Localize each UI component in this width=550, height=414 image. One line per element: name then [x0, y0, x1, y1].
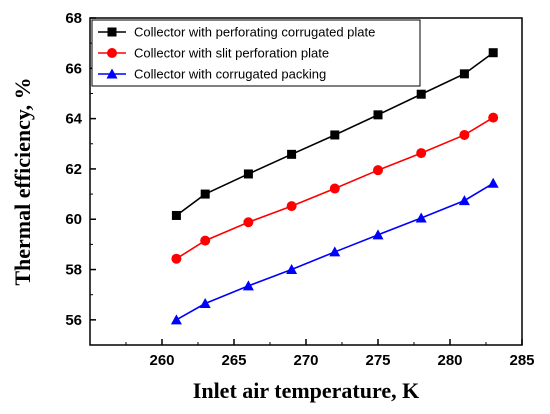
x-tick-label: 285	[509, 352, 534, 369]
data-point	[373, 110, 383, 120]
data-point	[329, 183, 340, 194]
plot-area: 260 265 270 275 280 285 56 58 60 62 64 66 68	[65, 10, 534, 369]
series-layer	[170, 48, 499, 325]
x-axis-title: Inlet air temperature, K	[193, 378, 419, 403]
data-point	[171, 210, 181, 220]
legend: Collector with perforating corrugated pl…	[91, 19, 421, 87]
data-point	[487, 177, 499, 188]
data-point	[459, 69, 469, 79]
legend-item: Collector with slit perforation plate	[98, 46, 329, 61]
data-point	[287, 149, 297, 159]
y-tick-label: 60	[65, 211, 82, 228]
data-point	[329, 246, 341, 257]
y-tick-label: 64	[65, 111, 82, 128]
data-point	[170, 314, 182, 325]
x-tick-label: 260	[149, 352, 174, 369]
data-point	[242, 280, 254, 291]
legend-marker	[106, 68, 118, 79]
data-point	[373, 165, 383, 176]
y-axis-title: Thermal efficiency, %	[10, 77, 35, 285]
legend-marker	[107, 48, 117, 58]
data-point	[416, 148, 427, 159]
x-tick-label: 270	[293, 352, 318, 369]
y-tick-label: 62	[65, 161, 82, 178]
data-point	[416, 89, 426, 99]
x-tick-label: 265	[221, 352, 246, 369]
data-point	[200, 235, 211, 246]
data-point	[458, 195, 470, 206]
y-tick-label: 58	[65, 262, 82, 279]
legend-label: Collector with perforating corrugated pl…	[134, 25, 375, 40]
x-tick-label: 275	[365, 352, 390, 369]
data-point	[372, 229, 384, 240]
data-point	[286, 264, 298, 275]
legend-box	[91, 19, 421, 87]
data-point	[171, 253, 182, 264]
data-point	[286, 201, 297, 212]
x-axis-ticks: 260 265 270 275 280 285	[125, 339, 535, 369]
data-point	[488, 48, 498, 58]
legend-label: Collector with corrugated packing	[134, 67, 326, 82]
legend-marker	[107, 27, 117, 37]
x-tick-label: 280	[437, 352, 462, 369]
data-point	[330, 130, 340, 140]
series-triangle	[170, 177, 499, 325]
data-point	[415, 212, 427, 223]
legend-item: Collector with perforating corrugated pl…	[98, 25, 375, 40]
series-circle	[171, 112, 499, 264]
data-point	[200, 189, 210, 199]
data-point	[199, 297, 211, 308]
y-tick-label: 68	[65, 10, 82, 27]
legend-item: Collector with corrugated packing	[98, 67, 326, 82]
series-square	[171, 48, 498, 220]
y-axis-ticks: 56 58 60 62 64 66 68	[65, 10, 96, 329]
data-point	[243, 169, 253, 179]
y-tick-label: 66	[65, 60, 82, 77]
data-point	[243, 217, 254, 228]
legend-label: Collector with slit perforation plate	[134, 46, 329, 61]
y-tick-label: 56	[65, 312, 82, 329]
data-point	[459, 129, 470, 140]
data-point	[488, 112, 499, 123]
